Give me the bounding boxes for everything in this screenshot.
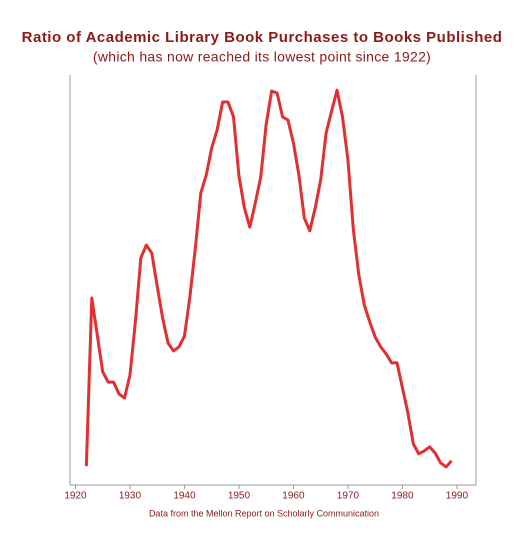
x-tick-label: 1990 <box>446 491 469 502</box>
x-tick-label: 1970 <box>337 491 360 502</box>
x-tick-label: 1980 <box>391 491 414 502</box>
x-tick-label: 1950 <box>228 491 251 502</box>
x-tick-label: 1920 <box>64 491 87 502</box>
x-tick-label: 1930 <box>119 491 142 502</box>
source-note: Data from the Mellon Report on Scholarly… <box>149 508 379 518</box>
data-line <box>84 88 453 469</box>
x-tick-label: 1940 <box>173 491 196 502</box>
chart-subtitle: (which has now reached its lowest point … <box>93 49 431 65</box>
chart-title: Ratio of Academic Library Book Purchases… <box>22 29 503 46</box>
x-tick-label: 1960 <box>282 491 305 502</box>
